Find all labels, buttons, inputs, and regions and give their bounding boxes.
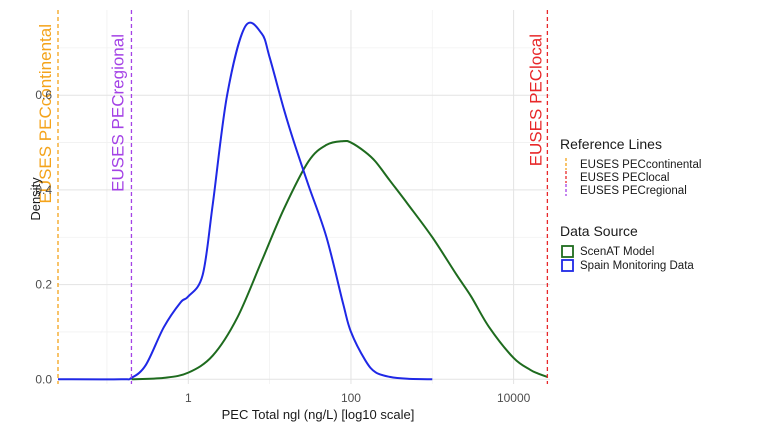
legend-title: Reference Lines [560, 136, 662, 152]
y-tick-label: 0.6 [35, 88, 52, 102]
legend-label-euses-pecregional: EUSES PECregional [580, 185, 687, 197]
y-tick-label: 0.4 [35, 183, 52, 197]
series-line-spain-monitoring-data [57, 21, 433, 381]
y-tick-label: 0.2 [35, 278, 52, 292]
series-layer [57, 21, 548, 381]
legend-title: Data Source [560, 223, 638, 239]
x-tick-label: 100 [341, 391, 361, 405]
y-tick-label: 0.0 [35, 372, 52, 386]
reference-lines: EUSES PECcontinental EUSES PEClocal EUSES … [36, 10, 549, 384]
x-axis-ticks: 1 100 10000 [185, 391, 531, 405]
legend-label-euses-peclocal: EUSES PEClocal [580, 172, 669, 184]
series-line-scenat-model [131, 139, 548, 381]
ref-label-euses-peccontinental: EUSES PECcontinental [36, 24, 55, 204]
x-axis-title: PEC Total ngl (ng/L) [log10 scale] [222, 407, 415, 422]
x-tick-label: 1 [185, 391, 192, 405]
legend-key-scenat-model [561, 245, 574, 258]
y-axis-title: Density [28, 177, 43, 221]
legend-label-spain-monitoring-data: Spain Monitoring Data [580, 260, 694, 272]
ref-label-euses-pecregional: EUSES PECregional [109, 34, 128, 192]
grid-minor [58, 10, 550, 384]
y-axis-ticks: 0.0 0.2 0.4 0.6 [35, 88, 52, 386]
legend-key-spain-monitoring-data [561, 259, 574, 272]
ref-label-euses-peclocal: EUSES PEClocal [526, 34, 545, 166]
legend-label-scenat-model: ScenAT Model [580, 246, 654, 258]
x-tick-label: 10000 [497, 391, 531, 405]
legend-label-euses-peccontinental: EUSES PECcontinental [580, 159, 701, 171]
